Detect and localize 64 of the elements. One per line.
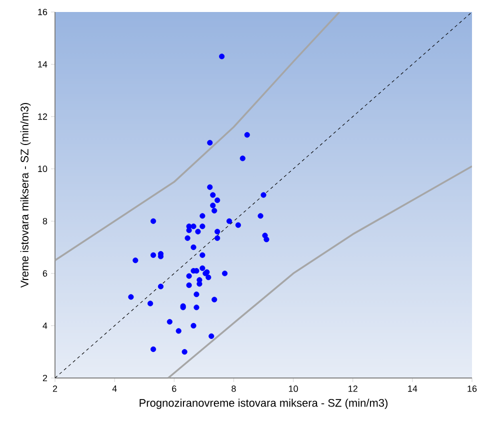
point (128, 294, 134, 300)
point (190, 322, 196, 329)
point (258, 213, 264, 219)
point (260, 192, 266, 198)
x-tick-label: 14 (408, 386, 418, 392)
point (182, 349, 188, 355)
point (194, 292, 200, 298)
x-axis-title: Prognoziranovreme istovara miksera - SZ (min/m3) (140, 398, 388, 409)
point (150, 218, 156, 224)
point (194, 304, 200, 310)
point (200, 265, 206, 271)
point (148, 300, 154, 306)
point (226, 218, 232, 224)
point (190, 224, 196, 230)
line-series (55, 12, 340, 262)
point (150, 252, 156, 258)
y-tick-label: 6 (42, 270, 48, 277)
point (150, 346, 156, 352)
point (210, 192, 216, 198)
point (214, 235, 220, 241)
point (184, 235, 190, 241)
point (207, 140, 213, 146)
point (235, 222, 241, 228)
x-tick-label: 16 (468, 386, 477, 392)
point (200, 224, 206, 230)
point (176, 328, 182, 334)
point (240, 156, 246, 162)
point (208, 333, 214, 339)
point (264, 236, 270, 242)
y-tick-label: 4 (42, 322, 48, 329)
y-tick-label: 2 (42, 374, 48, 382)
x-tick-label: 8 (232, 386, 236, 392)
point (200, 213, 206, 219)
x-tick-label: 12 (348, 386, 358, 392)
point (244, 132, 250, 138)
point (200, 252, 206, 258)
point (186, 282, 192, 288)
point (195, 228, 201, 234)
point (207, 184, 213, 190)
point (196, 281, 202, 287)
x-tick-label: 2 (52, 386, 58, 392)
y-tick-label: 10 (38, 166, 48, 172)
line-series (167, 165, 472, 378)
point (206, 274, 212, 280)
y-tick-label: 16 (38, 8, 48, 16)
y-tick-label: 12 (38, 113, 48, 120)
point (190, 244, 196, 250)
x-tick-label: 4 (112, 386, 117, 392)
point (212, 208, 218, 214)
y-tick-label: 14 (38, 61, 48, 68)
point (222, 270, 228, 276)
point (132, 258, 138, 264)
point (210, 202, 216, 208)
x-tick-label: 10 (288, 386, 298, 392)
point (158, 284, 164, 290)
x-tick-label: 6 (172, 386, 176, 392)
point (212, 296, 218, 302)
point (214, 228, 220, 234)
point (166, 318, 172, 325)
y-axis-title: Vreme istovara miksera - SZ (min/m3) (20, 102, 31, 288)
point (186, 273, 192, 279)
point (214, 197, 220, 204)
y-tick-label: 8 (42, 218, 48, 224)
point (219, 54, 225, 60)
